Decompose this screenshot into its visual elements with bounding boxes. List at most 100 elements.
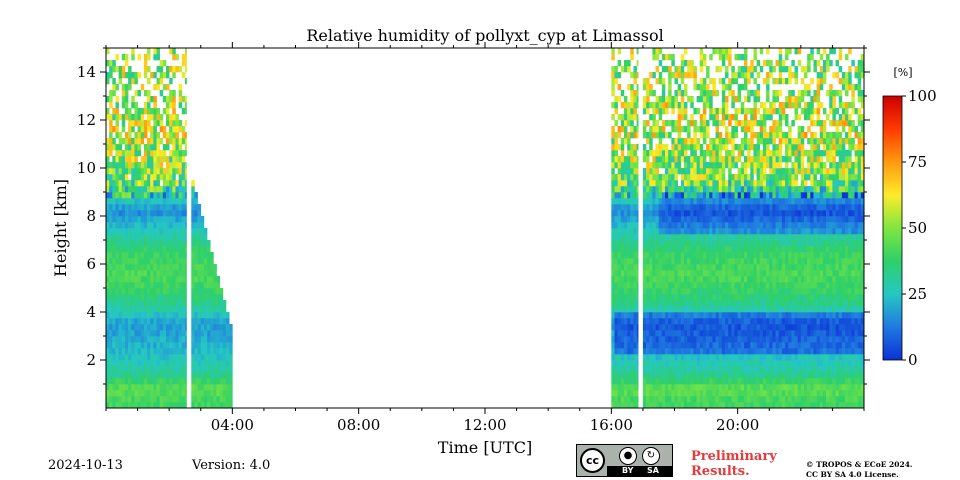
heatmap-cell	[718, 150, 723, 157]
heatmap-cell	[197, 342, 202, 349]
heatmap-cell	[140, 198, 145, 205]
heatmap-cell	[797, 264, 802, 271]
heatmap-cell	[620, 174, 625, 181]
heatmap-cell	[788, 390, 792, 397]
heatmap-cell	[750, 378, 754, 385]
heatmap-cell	[150, 318, 154, 325]
heatmap-cell	[743, 138, 748, 145]
heatmap-cell	[696, 282, 701, 289]
heatmap-cell	[112, 264, 116, 271]
heatmap-cell	[794, 198, 798, 205]
heatmap-cell	[803, 384, 808, 391]
heatmap-cell	[630, 276, 634, 283]
heatmap-cell	[677, 216, 682, 223]
heatmap-cell	[184, 228, 187, 235]
heatmap-cell	[646, 186, 650, 193]
heatmap-cell	[115, 114, 119, 121]
heatmap-cell	[197, 324, 202, 331]
heatmap-cell	[658, 372, 663, 379]
heatmap-cell	[737, 348, 742, 355]
heatmap-cell	[121, 198, 126, 205]
heatmap-cell	[655, 120, 660, 127]
heatmap-cell	[750, 90, 754, 97]
heatmap-cell	[121, 306, 126, 313]
heatmap-cell	[153, 144, 157, 151]
heatmap-cell	[118, 66, 123, 73]
heatmap-cell	[611, 186, 615, 193]
heatmap-cell	[652, 246, 656, 253]
heatmap-cell	[772, 246, 776, 253]
heatmap-cell	[699, 84, 704, 91]
heatmap-cell	[617, 234, 622, 241]
heatmap-cell	[762, 318, 767, 325]
heatmap-cell	[630, 294, 634, 301]
heatmap-cell	[655, 402, 660, 409]
heatmap-cell	[197, 234, 202, 241]
heatmap-cell	[172, 276, 176, 283]
heatmap-cell	[128, 252, 132, 259]
heatmap-cell	[740, 378, 745, 385]
heatmap-cell	[150, 282, 154, 289]
heatmap-cell	[778, 288, 783, 295]
heatmap-cell	[712, 192, 716, 199]
heatmap-cell	[210, 372, 214, 379]
heatmap-cell	[665, 312, 669, 319]
heatmap-cell	[222, 342, 227, 349]
heatmap-cell	[715, 276, 720, 283]
heatmap-cell	[747, 198, 751, 205]
heatmap-cell	[690, 174, 694, 181]
heatmap-cell	[709, 342, 713, 349]
heatmap-cell	[147, 228, 151, 235]
heatmap-cell	[124, 366, 129, 373]
heatmap-cell	[709, 234, 713, 241]
heatmap-cell	[661, 318, 666, 325]
heatmap-cell	[172, 378, 176, 385]
heatmap-cell	[219, 312, 224, 319]
heatmap-cell	[655, 312, 660, 319]
heatmap-cell	[614, 150, 618, 157]
heatmap-cell	[140, 234, 145, 241]
heatmap-cell	[216, 354, 220, 361]
heatmap-cell	[172, 162, 176, 169]
heatmap-cell	[750, 270, 754, 277]
heatmap-cell	[706, 276, 710, 283]
heatmap-cell	[706, 102, 710, 109]
heatmap-cell	[687, 324, 691, 331]
heatmap-cell	[803, 264, 808, 271]
heatmap-cell	[106, 252, 110, 259]
heatmap-cell	[623, 354, 628, 361]
heatmap-cell	[769, 66, 773, 73]
heatmap-cell	[671, 396, 675, 403]
heatmap-cell	[655, 246, 660, 253]
heatmap-cell	[658, 402, 663, 409]
heatmap-cell	[731, 180, 735, 187]
heatmap-cell	[169, 372, 173, 379]
heatmap-cell	[756, 186, 761, 193]
heatmap-cell	[630, 288, 634, 295]
heatmap-cell	[674, 228, 678, 235]
heatmap-cell	[791, 390, 795, 397]
heatmap-cell	[712, 198, 716, 205]
heatmap-cell	[143, 390, 148, 397]
heatmap-cell	[743, 270, 748, 277]
heatmap-cell	[699, 390, 704, 397]
heatmap-cell	[674, 330, 678, 337]
heatmap-cell	[207, 336, 211, 343]
heatmap-cell	[791, 360, 795, 367]
heatmap-cell	[743, 120, 748, 127]
heatmap-cell	[112, 252, 116, 259]
heatmap-cell	[222, 372, 227, 379]
heatmap-cell	[649, 342, 653, 349]
heatmap-cell	[807, 252, 811, 259]
heatmap-cell	[121, 126, 126, 133]
heatmap-cell	[131, 72, 135, 79]
heatmap-cell	[147, 234, 151, 241]
heatmap-cell	[611, 348, 615, 355]
heatmap-cell	[159, 126, 164, 133]
heatmap-cell	[633, 312, 637, 319]
heatmap-cell	[630, 216, 634, 223]
heatmap-cell	[778, 204, 783, 211]
heatmap-cell	[636, 180, 639, 187]
heatmap-cell	[121, 396, 126, 403]
heatmap-cell	[725, 54, 729, 61]
